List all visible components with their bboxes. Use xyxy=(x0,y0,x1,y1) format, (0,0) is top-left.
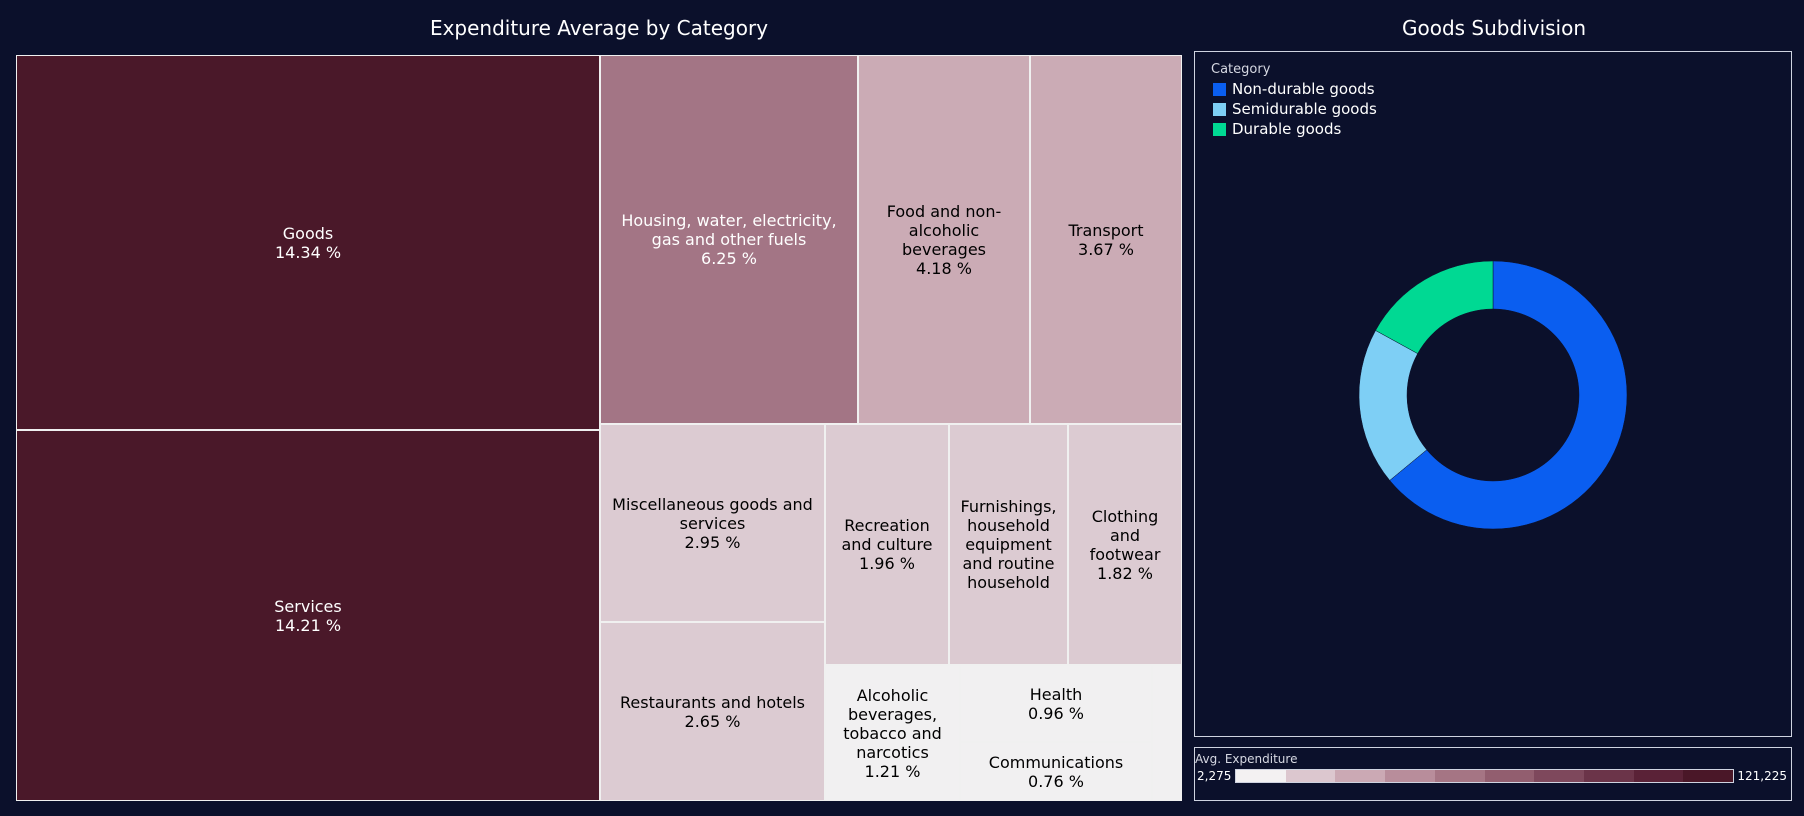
treemap-tile-name: Services xyxy=(274,596,342,616)
treemap-tile-name: Health xyxy=(1029,684,1083,704)
color-scale-segment xyxy=(1434,770,1485,782)
treemap-tile-percent: 4.18 % xyxy=(916,258,972,278)
treemap-tile-clothing[interactable]: Clothing and footwear 1.82 % xyxy=(1068,424,1182,665)
treemap-tile-food[interactable]: Food and non-alcoholic beverages 4.18 % xyxy=(858,55,1030,424)
treemap-tile-label: Miscellaneous goods and services 2.95 % xyxy=(601,495,824,552)
treemap-tile-percent: 2.95 % xyxy=(684,532,741,552)
treemap-tile-percent: 14.21 % xyxy=(274,615,342,635)
color-scale-segment xyxy=(1633,770,1684,782)
treemap-tile-label: Communications 0.76 % xyxy=(983,753,1129,791)
color-scale-title: Avg. Expenditure xyxy=(1195,752,1298,766)
color-scale-min-label: 2,275 xyxy=(1197,769,1232,783)
treemap-tile-name: Alcoholic beverages, tobacco and narcoti… xyxy=(843,685,942,762)
legend-item-semidurable[interactable]: Semidurable goods xyxy=(1211,99,1377,119)
treemap-tile-percent: 0.76 % xyxy=(1028,771,1084,791)
treemap-tile-name: Clothing and footwear xyxy=(1089,506,1161,564)
treemap-tile-percent: 6.25 % xyxy=(701,249,757,268)
treemap-tile-name: Recreation and culture xyxy=(841,516,933,554)
color-scale-segment xyxy=(1285,770,1336,782)
legend-item-durable[interactable]: Durable goods xyxy=(1211,119,1377,139)
treemap-tile-percent: 1.96 % xyxy=(859,554,915,573)
treemap-tile-name: Communications xyxy=(988,752,1124,772)
legend-swatch xyxy=(1213,122,1226,136)
treemap-tile-goods[interactable]: Goods 14.34 % xyxy=(16,55,600,430)
color-scale-max-label: 121,225 xyxy=(1737,769,1787,783)
donut-slice-non-durable-goods[interactable] xyxy=(1389,260,1628,530)
color-scale-segment xyxy=(1484,770,1535,782)
treemap-tile-miscellaneous[interactable]: Miscellaneous goods and services 2.95 % xyxy=(600,424,825,622)
treemap-tile-transport[interactable]: Transport 3.67 % xyxy=(1030,55,1182,424)
treemap-tile-restaurants[interactable]: Restaurants and hotels 2.65 % xyxy=(600,622,825,801)
treemap-tile-percent: 3.67 % xyxy=(1078,239,1134,259)
treemap-tile-other[interactable] xyxy=(1152,665,1182,801)
treemap-tile-percent: 0.96 % xyxy=(1028,703,1084,723)
treemap-tile-percent: 2.65 % xyxy=(684,711,741,731)
treemap-tile-communications[interactable]: Communications 0.76 % xyxy=(960,742,1152,801)
color-scale-panel: Avg. Expenditure 2,275 121,225 xyxy=(1194,747,1792,801)
treemap-tile-alcoholic[interactable]: Alcoholic beverages, tobacco and narcoti… xyxy=(825,665,960,801)
treemap-tile-label: Alcoholic beverages, tobacco and narcoti… xyxy=(826,686,959,781)
color-scale-segment xyxy=(1683,770,1734,782)
legend-label: Non-durable goods xyxy=(1232,80,1375,98)
treemap-tile-health[interactable]: Health 0.96 % xyxy=(960,665,1152,742)
treemap-tile-label: Restaurants and hotels 2.65 % xyxy=(614,693,811,731)
color-scale-segment xyxy=(1385,770,1435,782)
donut-chart-panel: Category Non-durable goods Semidurable g… xyxy=(1194,51,1792,737)
legend-label: Semidurable goods xyxy=(1232,100,1377,118)
treemap-tile-percent: 14.34 % xyxy=(274,242,342,262)
treemap-tile-label: Transport 3.67 % xyxy=(1062,221,1149,259)
treemap-tile-label: Health 0.96 % xyxy=(1022,685,1090,723)
legend-swatch xyxy=(1213,82,1226,96)
legend-swatch xyxy=(1213,102,1226,116)
treemap-tile-recreation[interactable]: Recreation and culture 1.96 % xyxy=(825,424,949,665)
legend: Category Non-durable goods Semidurable g… xyxy=(1211,62,1377,139)
color-scale-bar xyxy=(1235,769,1734,783)
treemap-tile-label: Recreation and culture 1.96 % xyxy=(826,516,948,573)
treemap-tile-name: Food and non-alcoholic beverages xyxy=(886,201,1002,259)
treemap-tile-label: Goods 14.34 % xyxy=(269,224,347,262)
treemap-title: Expenditure Average by Category xyxy=(429,16,769,40)
legend-title: Category xyxy=(1211,62,1271,77)
treemap-tile-name: Transport xyxy=(1068,220,1144,240)
legend-item-non-durable[interactable]: Non-durable goods xyxy=(1211,79,1377,99)
treemap-tile-name: Goods xyxy=(282,223,334,243)
treemap-tile-name: Housing, water, electricity, gas and oth… xyxy=(621,211,837,249)
treemap-tile-label: Furnishings, household equipment and rou… xyxy=(950,497,1067,592)
color-scale-segment xyxy=(1583,770,1634,782)
legend-label: Durable goods xyxy=(1232,120,1342,138)
treemap-tile-percent: 1.21 % xyxy=(864,761,921,781)
color-scale-segment xyxy=(1335,770,1386,782)
color-scale-segment xyxy=(1534,770,1584,782)
treemap-tile-name: Miscellaneous goods and services xyxy=(612,494,813,533)
treemap-tile-label: Services 14.21 % xyxy=(268,597,347,635)
treemap-chart: Goods 14.34 % Services 14.21 % Housing, wate… xyxy=(16,55,1182,801)
treemap-tile-furnishings[interactable]: Furnishings, household equipment and rou… xyxy=(949,424,1068,665)
donut-slice-durable-goods[interactable] xyxy=(1375,260,1494,354)
treemap-tile-label: Food and non-alcoholic beverages 4.18 % xyxy=(859,202,1029,278)
treemap-tile-name: Furnishings, household equipment and rou… xyxy=(960,497,1057,592)
treemap-tile-percent: 1.82 % xyxy=(1097,563,1153,583)
treemap-tile-services[interactable]: Services 14.21 % xyxy=(16,430,600,801)
treemap-tile-label: Housing, water, electricity, gas and oth… xyxy=(601,211,857,268)
color-scale-segment xyxy=(1236,770,1286,782)
donut-chart xyxy=(1358,260,1628,530)
treemap-tile-housing[interactable]: Housing, water, electricity, gas and oth… xyxy=(600,55,858,424)
donut-title: Goods Subdivision xyxy=(1401,16,1587,40)
treemap-tile-name: Restaurants and hotels xyxy=(619,692,806,712)
treemap-tile-label: Clothing and footwear 1.82 % xyxy=(1069,507,1181,583)
